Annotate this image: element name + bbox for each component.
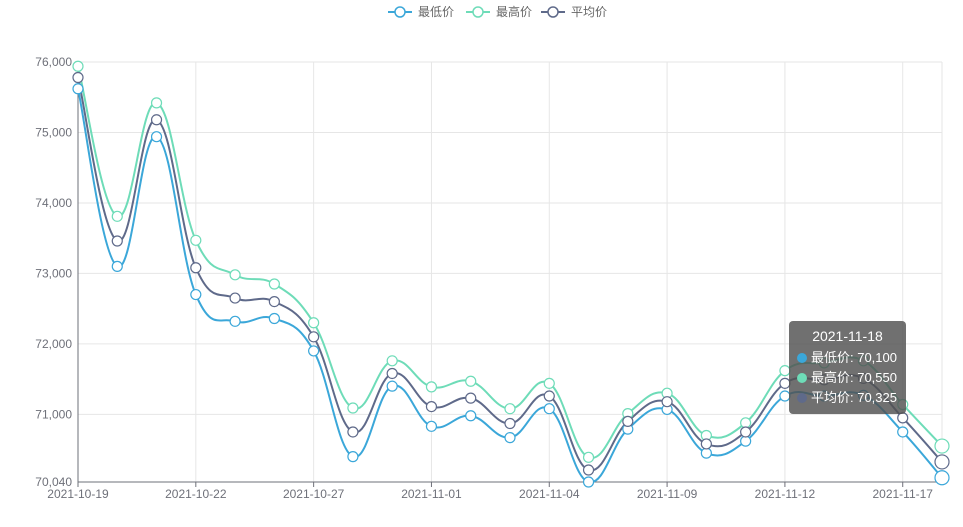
tooltip-title: 2021-11-18 [812, 328, 883, 344]
data-point[interactable] [740, 426, 752, 438]
data-point[interactable] [190, 288, 202, 301]
data-point[interactable] [582, 464, 595, 476]
data-point[interactable] [543, 390, 555, 402]
tooltip-row-avg: 平均价: 70,325 [797, 388, 906, 408]
tooltip-dot-low [797, 353, 807, 363]
x-tick-label: 2021-11-17 [872, 487, 933, 501]
data-point[interactable] [934, 470, 950, 486]
data-point[interactable] [150, 97, 163, 109]
legend-marker [547, 6, 559, 18]
data-points[interactable] [72, 60, 950, 488]
legend-marker [472, 6, 484, 18]
data-point[interactable] [622, 415, 634, 427]
x-tick-label: 2021-10-19 [47, 487, 109, 501]
legend-label: 平均价 [571, 5, 607, 19]
data-point[interactable] [504, 432, 516, 444]
data-point[interactable] [268, 278, 280, 290]
data-point[interactable] [268, 312, 280, 325]
data-point[interactable] [700, 447, 712, 459]
data-point[interactable] [934, 438, 950, 454]
data-point[interactable] [72, 71, 84, 84]
data-point[interactable] [465, 375, 477, 387]
legend-marker [394, 6, 406, 18]
x-tick-label: 2021-11-12 [755, 487, 816, 501]
legend-label: 最高价 [496, 4, 532, 19]
legend-label: 最低价 [418, 5, 454, 19]
x-tick-label: 2021-10-22 [165, 487, 227, 501]
data-point[interactable] [465, 410, 477, 422]
data-point[interactable] [308, 345, 320, 357]
data-point[interactable] [740, 435, 752, 447]
x-tick-label: 2021-10-27 [283, 487, 345, 501]
data-point[interactable] [504, 417, 516, 430]
x-tick-label: 2021-11-04 [519, 487, 580, 501]
data-point[interactable] [425, 400, 438, 413]
data-point[interactable] [386, 367, 398, 380]
y-tick-label: 73,000 [35, 266, 72, 280]
data-point[interactable] [111, 260, 123, 272]
grid-lines [77, 61, 943, 483]
data-point[interactable] [229, 315, 241, 327]
y-tick-label: 70,040 [35, 475, 72, 489]
data-point[interactable] [229, 269, 241, 281]
data-point[interactable] [897, 412, 909, 424]
legend-item[interactable]: 最高价 [466, 4, 532, 19]
data-point[interactable] [386, 380, 398, 392]
data-point[interactable] [111, 235, 123, 247]
tooltip-row-high: 最高价: 70,550 [797, 368, 906, 388]
data-point[interactable] [543, 403, 555, 415]
tooltip-label-low: 最低价: 70,100 [811, 350, 897, 365]
data-point[interactable] [150, 114, 163, 126]
tooltip-dot-high [797, 373, 807, 383]
data-point[interactable] [308, 317, 320, 329]
y-tick-label: 75,000 [35, 125, 72, 139]
tooltip-label-avg: 平均价: 70,325 [811, 390, 897, 405]
x-tick-label: 2021-11-01 [401, 487, 462, 501]
tooltip: 2021-11-18 最低价: 70,100 最高价: 70,550 平均价: … [789, 321, 906, 414]
data-point[interactable] [897, 426, 909, 438]
tooltip-label-high: 最高价: 70,550 [811, 370, 897, 385]
data-point[interactable] [308, 331, 320, 343]
data-point[interactable] [268, 295, 280, 308]
tooltip-row-low: 最低价: 70,100 [797, 348, 906, 368]
x-tick-label: 2021-11-09 [637, 487, 698, 501]
axes: 70,040 71,000 72,000 73,000 74,000 75,000 76,0… [35, 55, 942, 501]
data-point[interactable] [347, 402, 359, 414]
y-tick-label: 72,000 [35, 337, 72, 351]
data-point[interactable] [111, 210, 123, 222]
data-point[interactable] [504, 403, 516, 415]
data-point[interactable] [700, 438, 712, 450]
data-point[interactable] [347, 451, 359, 463]
data-point[interactable] [582, 451, 595, 463]
data-point[interactable] [72, 83, 84, 95]
data-point[interactable] [72, 60, 84, 72]
data-point[interactable] [543, 377, 555, 389]
y-tick-label: 71,000 [35, 407, 72, 421]
data-point[interactable] [934, 454, 950, 470]
data-point[interactable] [661, 396, 673, 408]
legend[interactable]: 最低价 最高价 平均价 [388, 4, 607, 19]
data-point[interactable] [386, 355, 398, 367]
data-point[interactable] [190, 262, 202, 274]
data-point[interactable] [740, 417, 752, 429]
data-point[interactable] [347, 426, 359, 438]
data-point[interactable] [150, 131, 163, 143]
data-point[interactable] [229, 292, 241, 304]
legend-item[interactable]: 平均价 [541, 5, 607, 19]
y-tick-label: 76,000 [35, 55, 72, 69]
data-point[interactable] [582, 476, 595, 488]
data-point[interactable] [425, 420, 438, 432]
data-point[interactable] [465, 392, 477, 404]
data-point[interactable] [190, 234, 202, 246]
y-tick-label: 74,000 [35, 196, 72, 210]
tooltip-dot-avg [797, 393, 807, 403]
data-point[interactable] [425, 381, 438, 393]
legend-item[interactable]: 最低价 [388, 5, 454, 19]
